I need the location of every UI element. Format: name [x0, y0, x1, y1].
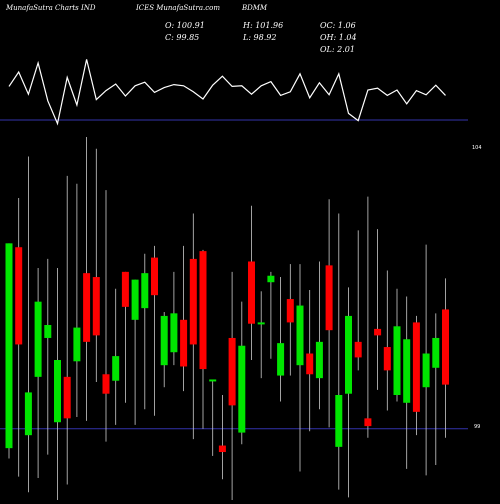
candle-up — [345, 315, 352, 394]
candle-up — [393, 326, 401, 395]
candle-up — [24, 392, 32, 436]
candle-down — [83, 273, 91, 342]
candle-up — [296, 305, 304, 366]
candle-down — [383, 347, 391, 371]
candle-up — [432, 337, 440, 368]
candle-down — [286, 299, 294, 323]
candle-down — [180, 319, 188, 367]
candle-up — [131, 279, 139, 320]
site-title-mid: ICES MunafaSutra.com — [136, 4, 221, 12]
candle-up — [73, 327, 81, 362]
candle-up — [422, 353, 430, 388]
candle-down — [248, 261, 255, 324]
candle-up — [44, 325, 52, 338]
candle-up — [54, 360, 61, 423]
close-value: C: 99.85 — [165, 33, 200, 42]
high-value: H: 101.96 — [243, 21, 284, 30]
candle-down — [442, 309, 449, 385]
candle-up — [160, 315, 168, 366]
candle-down — [354, 341, 362, 358]
oh-value: OH: 1.04 — [320, 33, 357, 42]
candle-up — [267, 275, 275, 283]
candle-up — [170, 313, 178, 353]
candle-down — [63, 376, 71, 419]
site-title-left: MunafaSutra Charts IND — [6, 4, 96, 12]
candle-up — [5, 243, 13, 449]
lower-ref-label: 99 — [474, 424, 481, 430]
candle-up — [403, 339, 411, 403]
candle-down — [151, 257, 158, 296]
candle-up — [141, 273, 149, 309]
candle-down — [121, 271, 129, 307]
ol-value: OL: 2.01 — [320, 45, 355, 54]
candle-up — [209, 379, 217, 382]
candle-down — [412, 322, 420, 412]
open-value: O: 100.91 — [165, 21, 205, 30]
candle-down — [228, 337, 236, 406]
candle-down — [189, 258, 197, 345]
candle-down — [102, 374, 110, 394]
candle-up — [112, 356, 120, 381]
candle-down — [374, 328, 382, 336]
candle-up — [277, 343, 285, 376]
candle-down — [92, 277, 100, 336]
candle-down — [15, 247, 23, 345]
candle-up — [335, 395, 343, 447]
price-line — [8, 59, 446, 126]
candle-down — [325, 265, 333, 331]
candle-down — [218, 445, 226, 453]
candle-up — [315, 341, 323, 379]
candle-up — [34, 301, 42, 377]
candle-down — [306, 353, 314, 375]
candle-down — [364, 418, 372, 427]
upper-ref-label: 104 — [472, 145, 482, 151]
candle-down — [199, 251, 207, 370]
oc-value: OC: 1.06 — [320, 21, 356, 30]
low-value: L: 98.92 — [243, 33, 277, 42]
candle-up — [238, 345, 246, 433]
candle-up — [257, 322, 265, 325]
symbol-label: BDMM — [242, 4, 268, 12]
